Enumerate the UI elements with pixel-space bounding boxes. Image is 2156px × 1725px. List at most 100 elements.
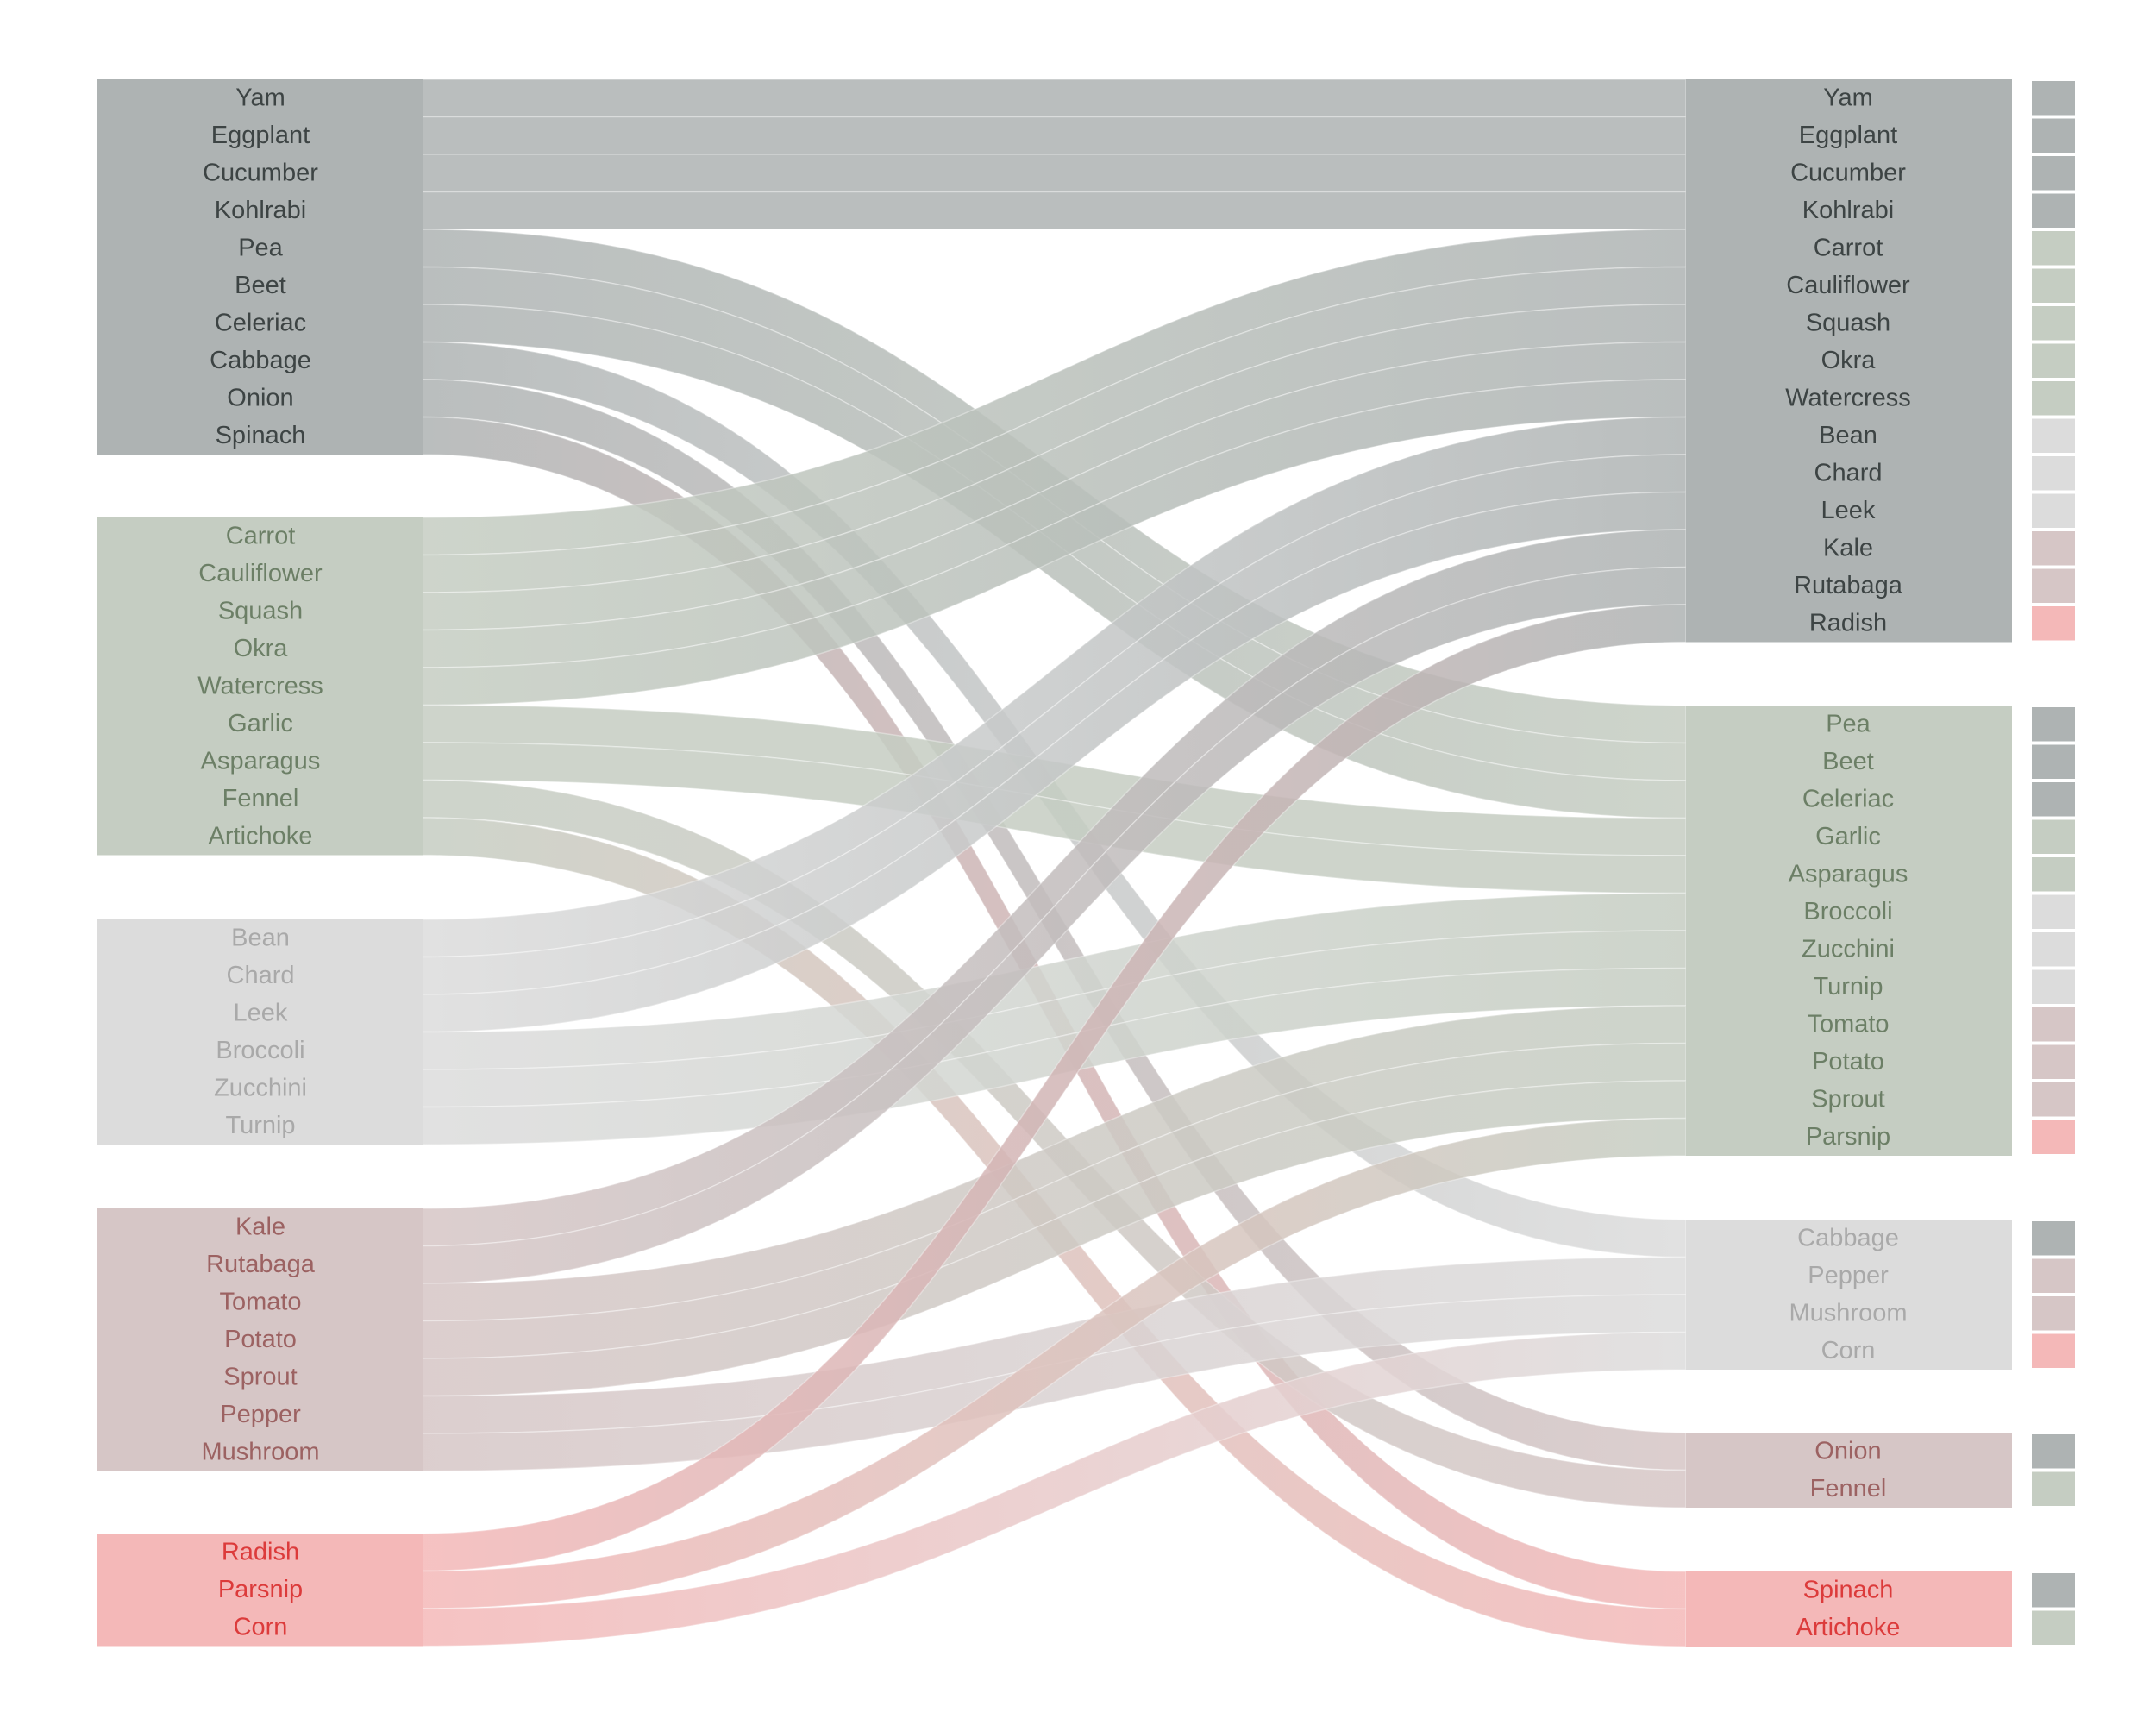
left-node-block [97, 79, 423, 455]
flow-yam [422, 78, 1687, 118]
right-node-label: Artichoke [1796, 1614, 1901, 1641]
right-node-label: Cauliflower [1786, 272, 1910, 299]
origin-swatch [2032, 568, 2075, 603]
left-node-label: Rutabaga [206, 1251, 316, 1278]
origin-swatch [2032, 306, 2075, 341]
left-node-label: Beet [235, 272, 286, 299]
right-node-label: Pepper [1808, 1262, 1889, 1289]
left-node-label: Artichoke [209, 822, 313, 850]
right-node-label: Asparagus [1789, 860, 1908, 888]
origin-swatch [2032, 1258, 2075, 1293]
right-node-label: Okra [1821, 347, 1877, 374]
left-node-label: Kohlrabi [215, 197, 306, 224]
left-node-label: Leek [234, 999, 288, 1026]
right-node-label: Turnip [1813, 973, 1883, 1000]
origin-swatch [2032, 1296, 2075, 1331]
right-node-label: Carrot [1814, 234, 1883, 261]
right-node-label: Eggplant [1799, 122, 1898, 149]
origin-swatch [2032, 1333, 2075, 1368]
left-node-block [97, 518, 423, 856]
origin-swatch [2032, 894, 2075, 929]
origin-swatch [2032, 231, 2075, 266]
right-column: Yam Eggplant Cucumber Kohlrabi Carrot Caulifl… [1686, 79, 2012, 1647]
right-node-label: Watercress [1785, 384, 1911, 411]
left-node-block [97, 1208, 423, 1471]
right-node-block [1686, 79, 2012, 643]
origin-swatch [2032, 1573, 2075, 1608]
origin-swatch [2032, 381, 2075, 416]
right-node-label: Spinach [1803, 1576, 1894, 1603]
flow-cucumber [422, 154, 1687, 193]
right-node-label: Cabbage [1797, 1224, 1899, 1251]
right-node-label: Potato [1812, 1048, 1884, 1076]
right-node-block [1686, 1220, 2012, 1370]
left-node-label: Broccoli [216, 1037, 304, 1064]
origin-swatch [2032, 606, 2075, 641]
origin-swatch [2032, 1044, 2075, 1079]
left-node-label: Pepper [220, 1401, 301, 1428]
left-node-label: Cabbage [210, 347, 311, 374]
left-node-block [97, 919, 423, 1145]
left-node-label: Potato [224, 1326, 297, 1353]
flow-kohlrabi [422, 191, 1687, 230]
left-column: Yam Eggplant Cucumber Kohlrabi Pea Beet Celeri… [97, 79, 423, 1647]
right-node-label: Fennel [1810, 1475, 1887, 1502]
left-node-label: Cucumber [203, 159, 318, 186]
right-node-block [1686, 1433, 2012, 1508]
left-node-label: Kale [235, 1213, 285, 1240]
right-node-label: Corn [1821, 1337, 1876, 1364]
left-node-label: Zucchini [214, 1074, 307, 1101]
origin-swatch [2032, 1471, 2075, 1506]
right-node-label: Beet [1822, 748, 1874, 775]
right-node-label: Garlic [1815, 823, 1881, 850]
right-node-label: Parsnip [1806, 1123, 1890, 1151]
origin-swatch [2032, 193, 2075, 228]
origin-swatch [2032, 707, 2075, 742]
right-node-label: Pea [1826, 710, 1871, 737]
origin-swatch-column [2032, 81, 2075, 1645]
origin-swatch [2032, 1221, 2075, 1256]
left-node-label: Cauliflower [198, 560, 323, 587]
right-node-label: Kohlrabi [1802, 197, 1894, 224]
origin-swatch [2032, 857, 2075, 892]
right-node-label: Broccoli [1803, 898, 1892, 925]
right-node-label: Yam [1823, 84, 1872, 111]
origin-swatch [2032, 456, 2075, 491]
origin-swatch [2032, 1082, 2075, 1117]
right-node-label: Radish [1809, 609, 1887, 637]
origin-swatch [2032, 118, 2075, 153]
origin-swatch [2032, 744, 2075, 779]
origin-swatch [2032, 969, 2075, 1004]
left-node-label: Carrot [226, 522, 296, 549]
origin-swatch [2032, 81, 2075, 116]
left-node-label: Sprout [223, 1363, 297, 1390]
left-node-label: Garlic [228, 710, 293, 737]
flow-ribbons [422, 78, 1687, 1647]
left-node-label: Watercress [197, 672, 323, 699]
origin-swatch [2032, 782, 2075, 817]
right-node-block [1686, 706, 2012, 1156]
right-node-label: Bean [1819, 422, 1877, 449]
left-node-label: Yam [235, 84, 285, 111]
origin-swatch [2032, 156, 2075, 191]
right-node-label: Squash [1806, 309, 1890, 336]
left-node-label: Chard [227, 962, 295, 989]
origin-swatch [2032, 1007, 2075, 1042]
origin-swatch [2032, 932, 2075, 967]
right-node-label: Rutabaga [1794, 572, 1903, 599]
right-node-label: Sprout [1811, 1085, 1884, 1113]
left-node-label: Onion [227, 384, 293, 411]
left-node-label: Radish [222, 1538, 299, 1565]
left-node-label: Squash [218, 597, 303, 624]
origin-swatch [2032, 343, 2075, 378]
left-node-label: Okra [234, 635, 289, 662]
left-node-label: Spinach [216, 422, 306, 449]
right-node-label: Leek [1821, 497, 1876, 524]
left-node-label: Tomato [219, 1288, 301, 1315]
right-node-label: Kale [1823, 534, 1873, 561]
right-node-label: Mushroom [1789, 1299, 1908, 1327]
right-node-label: Celeriac [1802, 785, 1894, 812]
left-node-label: Corn [234, 1613, 288, 1640]
left-node-label: Bean [231, 924, 290, 951]
left-node-block [97, 1534, 423, 1647]
